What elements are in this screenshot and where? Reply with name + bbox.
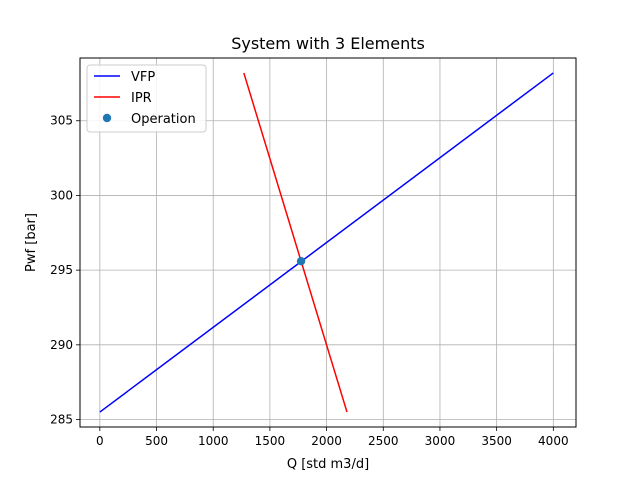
x-axis-label: Q [std m3/d]: [287, 457, 369, 472]
grid: [80, 58, 576, 427]
legend-items: VFP IPR Operation: [94, 70, 196, 127]
x-tick-label: 2500: [368, 434, 399, 448]
ipr-line: [243, 72, 348, 413]
legend-operation-label: Operation: [131, 112, 196, 127]
legend: VFP IPR Operation: [86, 64, 207, 133]
x-tick-label: 0: [96, 434, 104, 448]
y-tick-label: 295: [50, 263, 73, 277]
legend-box: [86, 64, 207, 133]
x-tick-label: 1500: [255, 434, 286, 448]
x-tick-label: 4000: [538, 434, 569, 448]
y-tick-label: 300: [50, 188, 73, 202]
axis-ticks: 0 500 1000 1500 2000 2500 3000 3500 4000 285 290 29…: [50, 114, 569, 448]
x-tick-label: 1000: [198, 434, 229, 448]
y-tick-label: 290: [50, 338, 73, 352]
y-tick-label: 305: [50, 114, 73, 128]
legend-ipr-label: IPR: [131, 91, 152, 106]
x-tick-label: 3000: [425, 434, 456, 448]
y-axis-label: Pwf [bar]: [24, 213, 39, 272]
x-tick-label: 3500: [481, 434, 512, 448]
vfp-line: [99, 72, 554, 413]
legend-operation-swatch: [102, 113, 112, 123]
chart-title: System with 3 Elements: [231, 34, 425, 53]
axes-frame: [79, 57, 577, 428]
y-tick-label: 285: [50, 413, 73, 427]
plot-series: [99, 72, 554, 413]
x-tick-label: 500: [145, 434, 168, 448]
legend-vfp-label: VFP: [131, 70, 155, 85]
x-tick-label: 2000: [311, 434, 342, 448]
operation-point: [296, 256, 306, 266]
